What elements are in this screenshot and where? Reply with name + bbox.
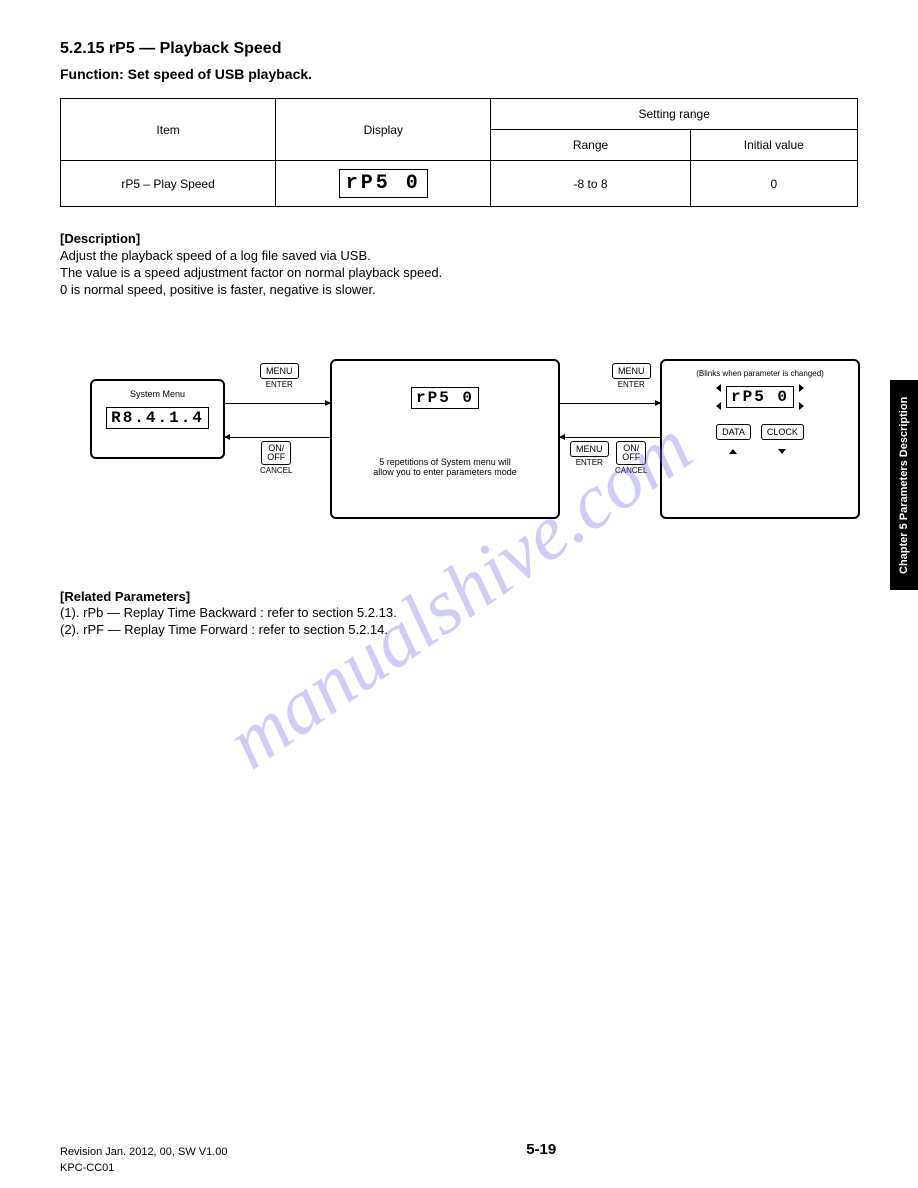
seg-display-cell: rP5 0	[339, 169, 428, 198]
cell-range: -8 to 8	[491, 161, 690, 207]
onoff-cancel-group-right: ON/ OFF CANCEL	[615, 441, 647, 475]
menu-enter-group: MENU ENTER	[260, 363, 299, 389]
enter-label: ENTER	[260, 380, 299, 389]
arrow-icon	[560, 403, 660, 404]
box-mid-display: rP5 0	[411, 387, 479, 409]
description-label: [Description]	[60, 231, 858, 248]
side-chapter-tab: Chapter 5 Parameters Description	[890, 380, 918, 590]
arrow-indicator-icon	[716, 384, 721, 392]
page-content: 5.2.15 rP5 — Playback Speed Function: Se…	[0, 0, 918, 679]
cancel-label: CANCEL	[260, 466, 292, 475]
onoff-button[interactable]: ON/ OFF	[261, 441, 291, 465]
footer-page-number: 5-19	[526, 1141, 556, 1158]
cell-default: 0	[690, 161, 857, 207]
cell-item: rP5 – Play Speed	[61, 161, 276, 207]
enter-label: ENTER	[612, 380, 651, 389]
related-line: (2). rPF — Replay Time Forward : refer t…	[60, 622, 858, 639]
diagram-box-right: (Blinks when parameter is changed) rP5 0…	[660, 359, 860, 519]
menu-button[interactable]: MENU	[570, 441, 609, 457]
clock-button[interactable]: CLOCK	[761, 424, 804, 440]
description-block: [Description] Adjust the playback speed …	[60, 231, 858, 299]
cancel-label: CANCEL	[615, 466, 647, 475]
onoff-label-bot: OFF	[267, 452, 285, 462]
down-arrow-icon	[778, 449, 786, 454]
arrow-icon	[225, 437, 330, 438]
box-right-caption: (Blinks when parameter is changed)	[670, 369, 850, 378]
box-left-display: R8.4.1.4	[106, 407, 209, 429]
data-button[interactable]: DATA	[716, 424, 751, 440]
footer-model: KPC-CC01	[60, 1162, 114, 1174]
footer-revision: Revision Jan. 2012, 00, SW V1.00	[60, 1146, 228, 1158]
section-header: 5.2.15 rP5 — Playback Speed	[60, 40, 858, 58]
up-arrow-icon	[729, 449, 737, 454]
arrow-indicator-icon	[799, 384, 804, 392]
flow-diagram: System Menu R8.4.1.4 rP5 0 5 repetitions…	[60, 329, 858, 549]
box-mid-caption-line: allow you to enter parameters mode	[340, 467, 550, 477]
page-footer: Revision Jan. 2012, 00, SW V1.00 KPC-CC0…	[0, 1141, 918, 1158]
description-line: Adjust the playback speed of a log file …	[60, 248, 858, 265]
diagram-box-left: System Menu R8.4.1.4	[90, 379, 225, 459]
onoff-cancel-group: ON/ OFF CANCEL	[260, 441, 292, 475]
onoff-button[interactable]: ON/ OFF	[616, 441, 646, 465]
box-left-title: System Menu	[100, 389, 215, 399]
related-parameters-block: [Related Parameters] (1). rPb — Replay T…	[60, 589, 858, 640]
data-button-wrap: DATA	[716, 422, 751, 459]
related-line: (1). rPb — Replay Time Backward : refer …	[60, 605, 858, 622]
col-item: Item	[61, 99, 276, 161]
arrow-icon	[560, 437, 660, 438]
parameter-table: Item Display Setting range Range Initial…	[60, 98, 858, 207]
diagram-box-mid: rP5 0 5 repetitions of System menu will …	[330, 359, 560, 519]
section-subtitle: Function: Set speed of USB playback.	[60, 66, 858, 82]
menu-enter-group-bottom: MENU ENTER	[570, 441, 609, 467]
clock-button-wrap: CLOCK	[761, 422, 804, 459]
onoff-label-bot: OFF	[622, 452, 640, 462]
cell-display: rP5 0	[276, 161, 491, 207]
menu-button[interactable]: MENU	[260, 363, 299, 379]
footer-spacer	[855, 1146, 858, 1158]
arrow-indicator-icon	[799, 402, 804, 410]
box-mid-caption-line: 5 repetitions of System menu will	[340, 457, 550, 467]
table-row: rP5 – Play Speed rP5 0 -8 to 8 0	[61, 161, 858, 207]
col-default: Initial value	[690, 130, 857, 161]
description-line: The value is a speed adjustment factor o…	[60, 265, 858, 282]
box-right-display: rP5 0	[726, 386, 794, 408]
arrow-indicator-icon	[716, 402, 721, 410]
col-display: Display	[276, 99, 491, 161]
arrow-icon	[225, 403, 330, 404]
menu-button[interactable]: MENU	[612, 363, 651, 379]
related-label: [Related Parameters]	[60, 589, 858, 606]
col-range-header: Setting range	[491, 99, 858, 130]
description-line: 0 is normal speed, positive is faster, n…	[60, 282, 858, 299]
enter-label: ENTER	[570, 458, 609, 467]
col-range: Range	[491, 130, 690, 161]
table-header-row: Item Display Setting range	[61, 99, 858, 130]
menu-enter-group-right: MENU ENTER	[612, 363, 651, 389]
